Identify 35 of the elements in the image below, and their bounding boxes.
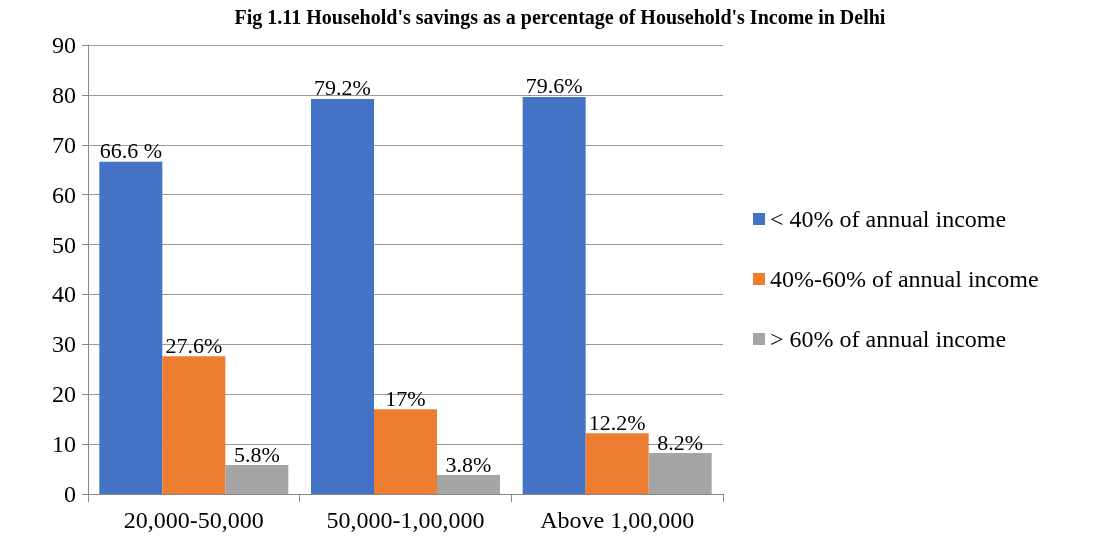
- bar: [522, 96, 586, 494]
- data-label: 66.6 %: [99, 138, 162, 164]
- bar: [311, 98, 374, 494]
- data-label: 79.6%: [525, 73, 583, 99]
- data-label: 17%: [385, 385, 426, 411]
- y-tick-label: 20: [52, 381, 76, 408]
- bar: [585, 433, 649, 494]
- data-label: 8.2%: [657, 429, 704, 455]
- bar: [374, 409, 437, 494]
- bar: [225, 465, 289, 494]
- bar: [648, 453, 712, 494]
- y-tick-label: 40: [52, 281, 76, 308]
- data-label: 12.2%: [588, 409, 646, 435]
- x-tick-label: 50,000-1,00,000: [326, 507, 485, 533]
- chart-title: Fig 1.11 Household's savings as a percentage of Household's Income in Delhi: [234, 6, 886, 29]
- data-label: 27.6%: [165, 332, 223, 358]
- y-tick-label: 90: [52, 32, 76, 58]
- x-tick-label: 20,000-50,000: [123, 507, 264, 533]
- bar: [437, 475, 500, 494]
- y-tick-label: 50: [52, 231, 76, 258]
- y-tick-label: 70: [52, 131, 76, 158]
- legend-label: > 60% of annual income: [770, 326, 1007, 352]
- x-tick-label: Above 1,00,000: [540, 507, 695, 533]
- y-tick-label: 80: [52, 81, 76, 108]
- data-label: 3.8%: [445, 451, 492, 477]
- y-tick-label: 0: [64, 481, 76, 507]
- bar: [162, 356, 226, 494]
- data-label: 79.2%: [314, 75, 371, 101]
- y-tick-label: 30: [52, 331, 76, 358]
- data-label: 5.8%: [233, 441, 280, 467]
- bar: [99, 161, 163, 494]
- y-tick-label: 10: [52, 431, 76, 458]
- legend-label: 40%-60% of annual income: [770, 266, 1039, 292]
- legend-label: < 40% of annual income: [770, 206, 1007, 232]
- y-tick-label: 60: [52, 181, 76, 208]
